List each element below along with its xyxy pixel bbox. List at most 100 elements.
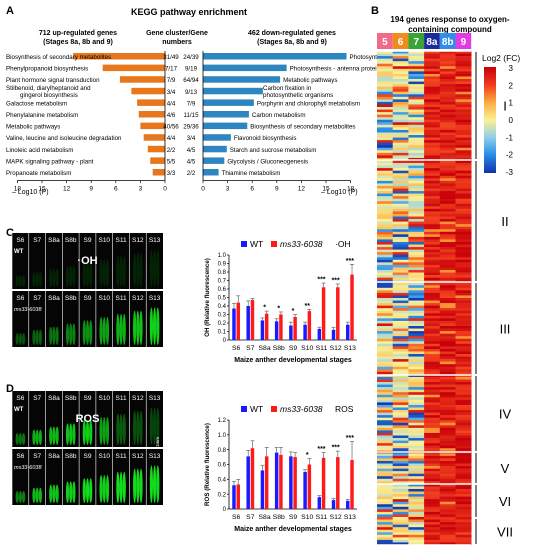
heatmap-cell: [408, 534, 425, 538]
heatmap-cell: [424, 527, 441, 531]
legend-colorbar: [484, 67, 496, 173]
heatmap-cell: [408, 331, 425, 334]
heatmap-cell: [455, 389, 472, 393]
heatmap-cell: [439, 527, 456, 531]
heatmap-cell: [408, 320, 425, 324]
heatmap-cell: [455, 397, 472, 401]
wt-bar: [260, 470, 265, 509]
heatmap-cell: [439, 384, 456, 388]
heatmap-cell: [439, 198, 456, 202]
heatmap-cell: [408, 481, 425, 485]
heatmap-cell: [439, 336, 456, 340]
heatmap-cell: [424, 402, 441, 406]
heatmap-cell: [377, 506, 393, 510]
heatmap-cell: [392, 122, 409, 126]
wt-bar: [303, 471, 307, 509]
heatmap-cell: [408, 71, 425, 75]
heatmap-cell: [408, 527, 425, 531]
anther-glow: [119, 413, 123, 445]
down-label: Starch and sucrose metabolism: [230, 147, 317, 154]
heatmap-cell: [439, 397, 456, 401]
heatmap-cell: [408, 382, 425, 385]
heatmap-cell: [455, 516, 472, 520]
down-bar: [203, 157, 225, 164]
anther-glow: [18, 491, 22, 503]
mutant-bar: [279, 314, 283, 340]
heatmap-cell: [377, 366, 393, 370]
heatmap-cell: [392, 326, 409, 329]
heatmap-cell: [377, 300, 393, 304]
heatmap-cell: [377, 229, 393, 233]
heatmap-cell: [439, 478, 456, 482]
heatmap-cell: [392, 420, 409, 424]
stage-color-box: [424, 33, 440, 49]
heatmap-cell: [424, 216, 441, 220]
heatmap-cell: [392, 438, 409, 441]
heatmap-cell: [439, 63, 456, 67]
heatmap-cell: [392, 84, 409, 87]
heatmap-cell: [392, 402, 409, 406]
heatmap-cell: [377, 160, 393, 164]
y-tick-label: 0.6: [218, 287, 227, 293]
wt-bar: [331, 329, 336, 340]
heatmap-cell: [439, 257, 456, 261]
heatmap-cell: [392, 427, 409, 431]
heatmap-cell: [408, 338, 425, 342]
heatmap-cell: [439, 415, 456, 418]
heatmap-cell: [392, 216, 409, 220]
heatmap-cell: [377, 379, 393, 383]
heatmap-cell: [408, 132, 425, 136]
heatmap-cell: [455, 430, 472, 434]
heatmap-cell: [377, 315, 393, 319]
heatmap-cell: [392, 315, 409, 319]
mutant-bar: [321, 457, 326, 509]
x-tick-label: S8a: [259, 345, 271, 352]
heatmap-cell: [408, 514, 425, 518]
heatmap-cell: [408, 499, 425, 503]
heatmap-cell: [455, 448, 472, 452]
heatmap-cell: [439, 219, 456, 222]
heatmap-cell: [392, 206, 409, 210]
heatmap-cell: [377, 122, 393, 126]
heatmap-cell: [408, 504, 425, 508]
heatmap-cell: [377, 142, 393, 146]
heatmap-cell: [392, 185, 409, 189]
heatmap-cell: [408, 298, 425, 301]
heatmap-cell: [439, 173, 456, 177]
heatmap-cell: [424, 382, 441, 385]
heatmap-cell: [424, 511, 441, 515]
heatmap-cell: [392, 109, 409, 113]
heatmap-cell: [439, 537, 456, 541]
x-tick-label: S10: [301, 345, 313, 352]
down-gene-number: 29/36: [183, 124, 199, 131]
heatmap-cell: [408, 142, 425, 146]
heatmap-cell: [392, 432, 409, 436]
heatmap-cell: [455, 481, 472, 485]
heatmap-cell: [377, 61, 393, 65]
heatmap-cell: [408, 236, 425, 240]
heatmap-cell: [377, 440, 393, 444]
heatmap-cell: [439, 356, 456, 360]
heatmap-cell: [377, 226, 393, 230]
heatmap-cell: [408, 336, 425, 340]
heatmap-cell: [439, 84, 456, 87]
heatmap-cell: [455, 410, 472, 413]
anther-glow: [18, 333, 22, 345]
heatmap-cell: [439, 229, 456, 233]
heatmap-cell: [439, 252, 456, 256]
heatmap-cell: [455, 369, 472, 373]
heatmap-cell: [439, 542, 456, 546]
heatmap-cell: [439, 180, 456, 184]
heatmap-cell: [439, 509, 456, 513]
heatmap-cell: [424, 196, 441, 199]
panel-a-letter: A: [6, 5, 14, 17]
heatmap-cell: [455, 155, 472, 159]
heatmap-cell: [424, 407, 441, 411]
heatmap-cell: [439, 264, 456, 268]
heatmap-cell: [408, 326, 425, 329]
heatmap-cell: [392, 86, 409, 90]
heatmap-cell: [439, 333, 456, 337]
heatmap-cell: [455, 491, 472, 495]
heatmap-cell: [455, 76, 472, 80]
